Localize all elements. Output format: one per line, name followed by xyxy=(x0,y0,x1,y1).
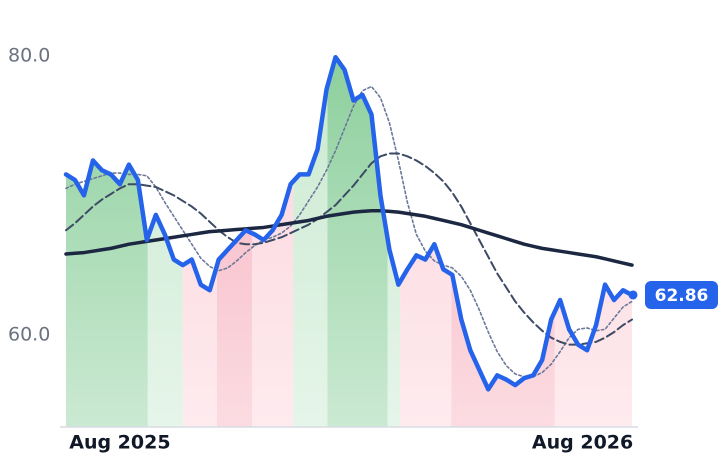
y-tick-label: 80.0 xyxy=(8,44,50,66)
last-value-label: 62.86 xyxy=(655,286,709,306)
band-area xyxy=(147,214,183,427)
series-line xyxy=(65,152,633,346)
last-value-pill xyxy=(645,280,718,309)
series-line xyxy=(64,208,634,267)
band-area xyxy=(451,274,555,427)
series-line xyxy=(63,54,635,392)
band-area xyxy=(293,86,328,427)
x-tick-label: Aug 2025 xyxy=(69,432,170,454)
band-area xyxy=(182,259,217,427)
y-tick-label: 60.0 xyxy=(8,323,50,345)
series-line xyxy=(65,85,633,378)
band-area xyxy=(66,160,148,427)
x-tick-label: Aug 2026 xyxy=(532,432,633,454)
band-area xyxy=(327,57,388,427)
band-area xyxy=(216,230,252,427)
last-value-dot xyxy=(628,290,638,300)
band-area xyxy=(400,244,452,427)
